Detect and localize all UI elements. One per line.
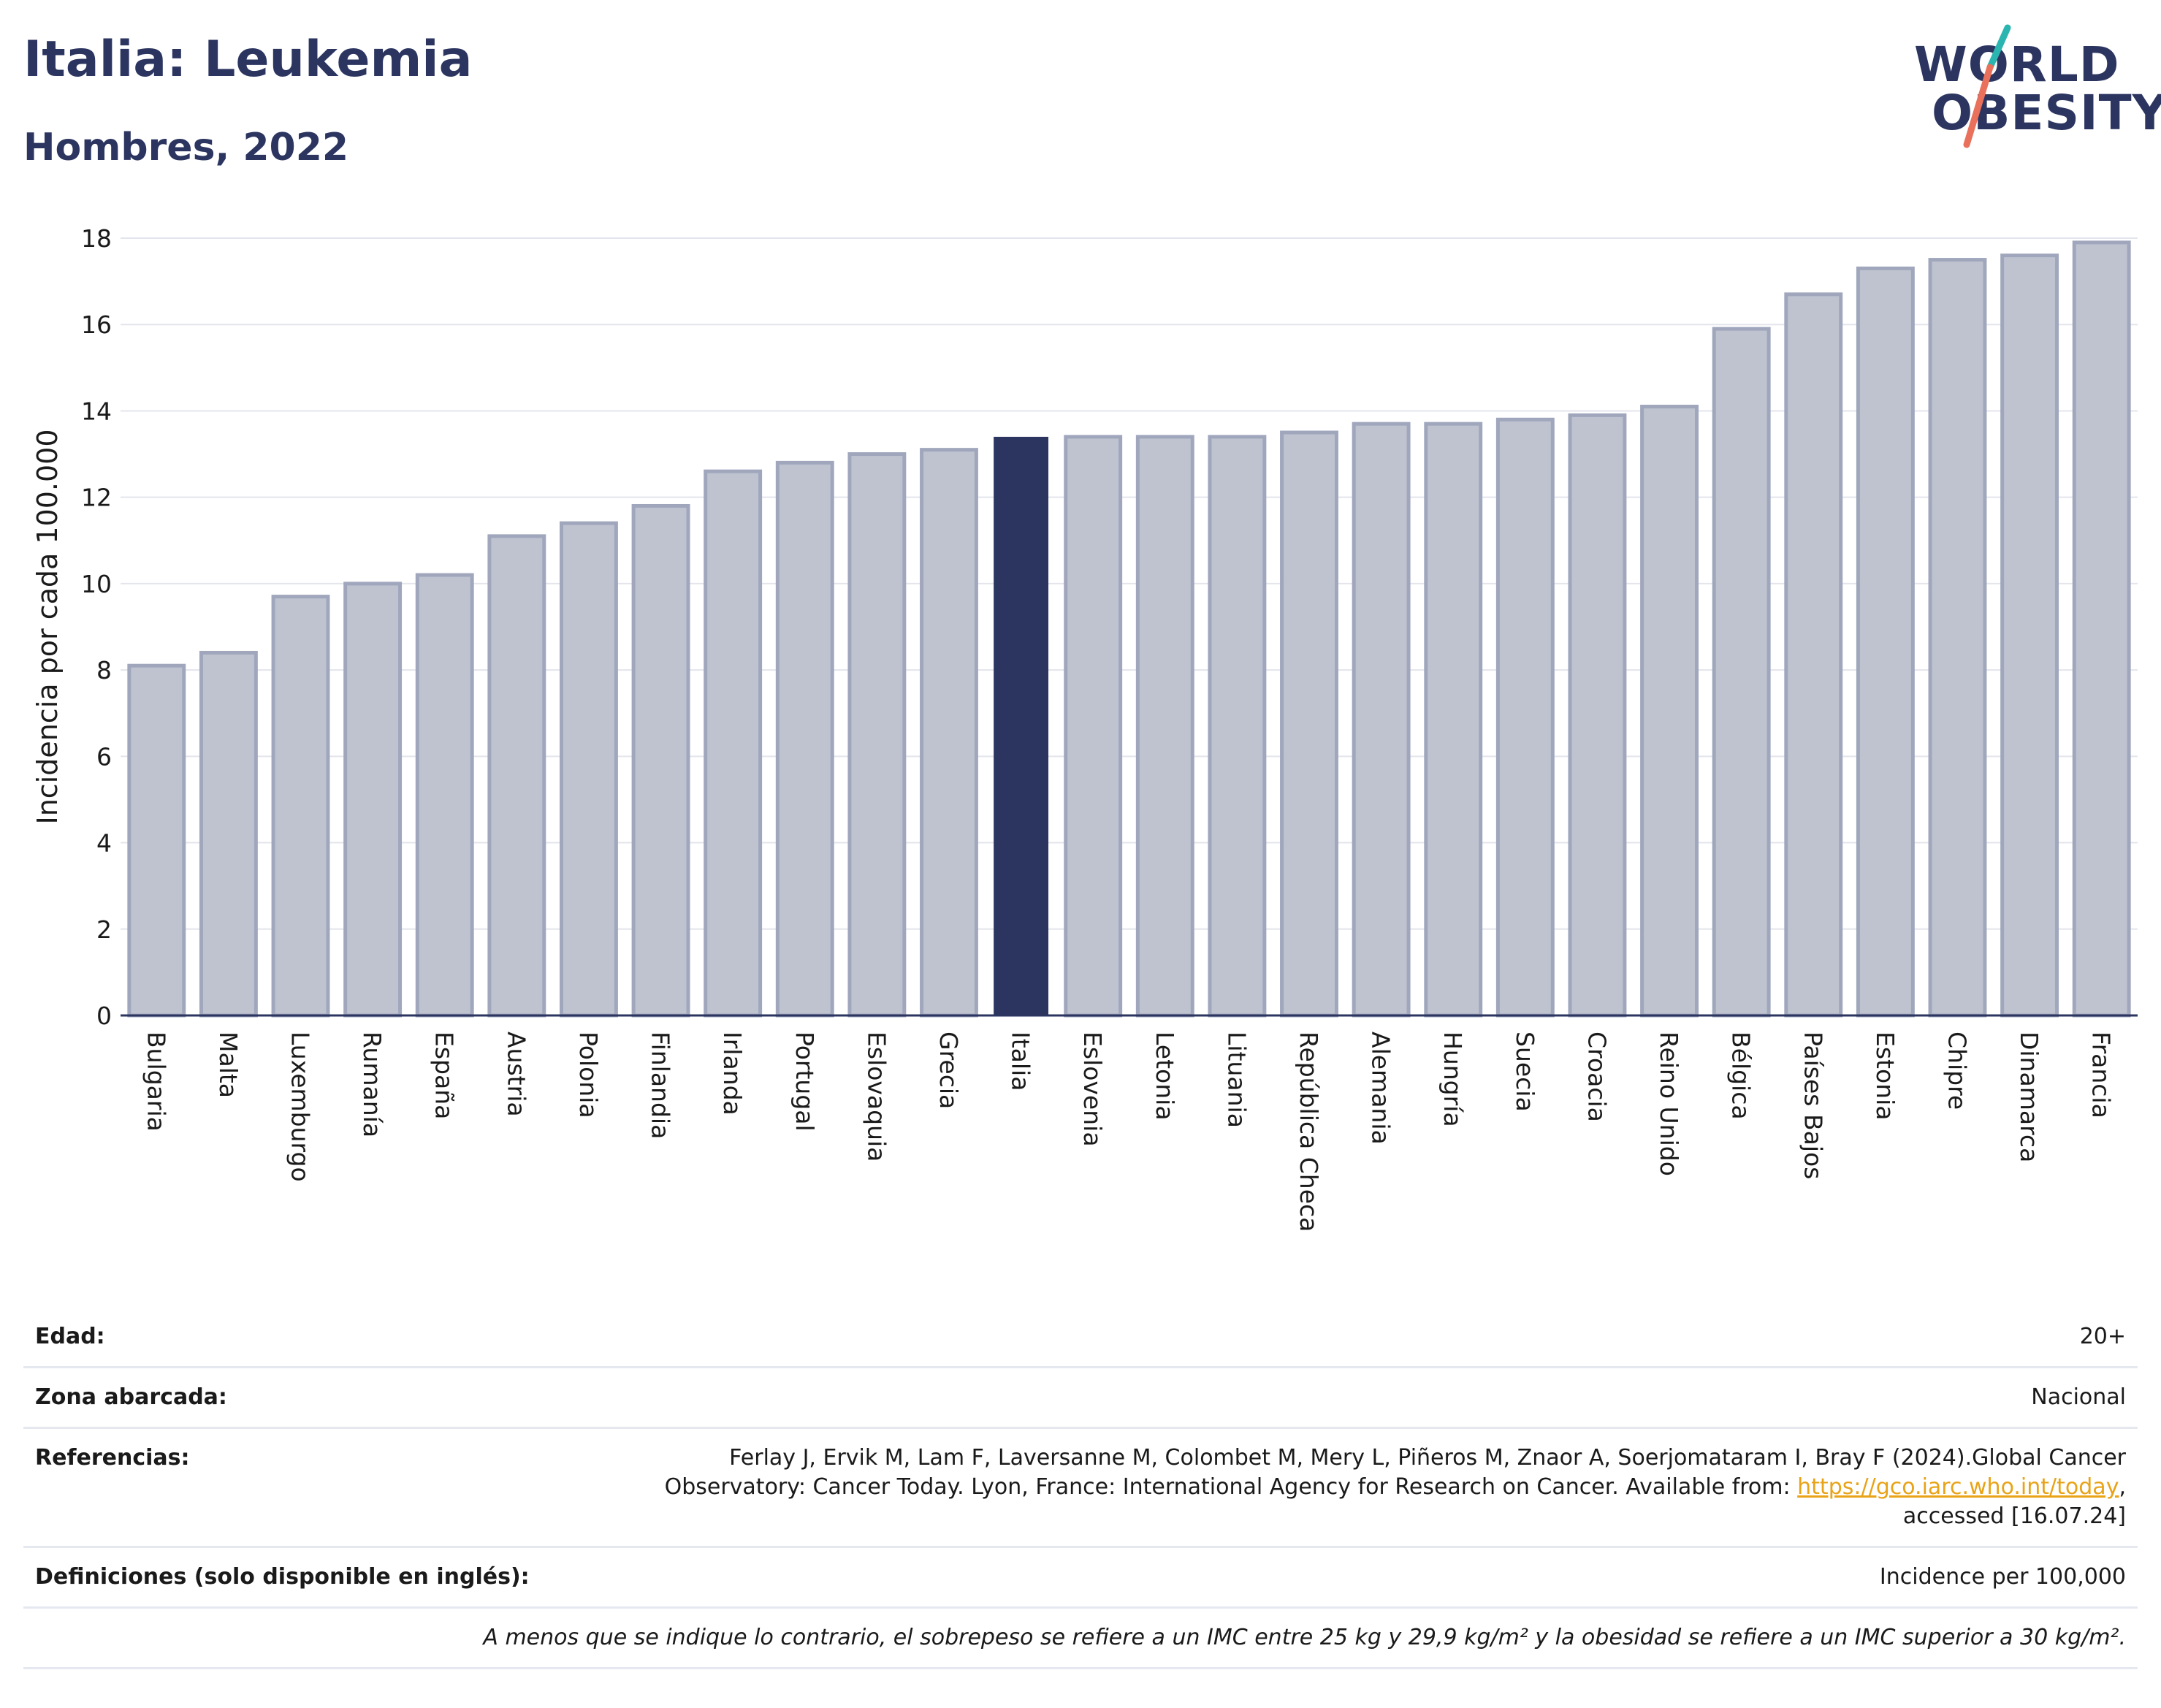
x-tick-label: Portugal xyxy=(790,1032,819,1132)
y-tick-label: 8 xyxy=(96,656,112,685)
x-tick-label: Suecia xyxy=(1511,1032,1539,1112)
x-tick-label: Polonia xyxy=(574,1032,603,1118)
x-tick-label: Grecia xyxy=(934,1032,963,1109)
bar-dinamarca xyxy=(2000,253,2059,1018)
bar-francia xyxy=(2072,240,2131,1018)
x-tick-label: Estonia xyxy=(1871,1032,1899,1120)
references-value: Ferlay J, Ervik M, Lam F, Laversanne M, … xyxy=(628,1444,2126,1531)
y-tick-label: 12 xyxy=(81,484,112,512)
bar-bélgica xyxy=(1712,327,1771,1018)
bar-portugal xyxy=(775,460,834,1018)
y-tick-label: 14 xyxy=(81,397,112,425)
chart-subtitle: Hombres, 2022 xyxy=(23,126,349,169)
info-row-definitions: Definiciones (solo disponible en inglés)… xyxy=(23,1548,2138,1609)
y-axis-ticks: 0 2 4 6 8 10 12 14 16 18 xyxy=(81,224,112,1030)
bar-chipre xyxy=(1928,258,1987,1018)
x-tick-label: Lituania xyxy=(1222,1032,1251,1128)
x-tick-label: Luxemburgo xyxy=(286,1032,315,1182)
references-accessed: , accessed [16.07.24] xyxy=(1902,1474,2126,1529)
bar-italia xyxy=(994,436,1049,1015)
x-axis-labels: Bulgaria Malta Luxemburgo Rumanía España Aust… xyxy=(142,1032,2115,1232)
footnote: A menos que se indique lo contrario, el … xyxy=(483,1625,2126,1650)
bar-letonia xyxy=(1135,435,1194,1018)
info-row-area: Zona abarcada: Nacional xyxy=(23,1368,2138,1429)
age-value: 20+ xyxy=(2079,1324,2126,1349)
bars xyxy=(127,240,2131,1018)
bar-polonia xyxy=(560,521,618,1018)
bar-españa xyxy=(415,573,474,1018)
x-tick-label: Eslovaquia xyxy=(862,1032,891,1162)
references-text: Ferlay J, Ervik M, Lam F, Laversanne M, … xyxy=(664,1445,2126,1500)
area-value: Nacional xyxy=(2031,1384,2126,1410)
bar-reino-unido xyxy=(1640,405,1699,1018)
definitions-label: Definiciones (solo disponible en inglés)… xyxy=(35,1564,530,1590)
bar-finlandia xyxy=(631,503,690,1018)
x-tick-label: Hungría xyxy=(1438,1032,1467,1127)
bar-eslovenia xyxy=(1064,435,1123,1018)
bar-austria xyxy=(487,534,546,1018)
x-tick-label: España xyxy=(430,1032,459,1119)
x-tick-label: Irlanda xyxy=(718,1032,747,1116)
chart-title: Italia: Leukemia xyxy=(23,31,473,88)
y-tick-label: 0 xyxy=(96,1002,112,1030)
age-label: Edad: xyxy=(35,1324,105,1349)
x-tick-label: Bélgica xyxy=(1727,1032,1756,1120)
bar-república-checa xyxy=(1280,430,1338,1018)
world-obesity-logo: WORLD OBESITY xyxy=(1899,22,2161,153)
y-tick-label: 10 xyxy=(81,570,112,598)
x-tick-label: Finlandia xyxy=(647,1032,675,1139)
info-table: Edad: 20+ Zona abarcada: Nacional Refere… xyxy=(23,1308,2138,1669)
x-tick-label: Eslovenia xyxy=(1078,1032,1107,1147)
bar-lituania xyxy=(1208,435,1267,1018)
x-tick-label: Italia xyxy=(1007,1032,1035,1091)
info-row-references: Referencias: Ferlay J, Ervik M, Lam F, L… xyxy=(23,1429,2138,1548)
y-tick-label: 16 xyxy=(81,310,112,339)
x-tick-label: Austria xyxy=(502,1032,530,1117)
bar-países-bajos xyxy=(1784,292,1843,1018)
bar-hungría xyxy=(1424,422,1483,1018)
x-tick-label: Rumanía xyxy=(358,1032,386,1137)
bar-croacia xyxy=(1568,413,1627,1018)
y-tick-label: 18 xyxy=(81,224,112,253)
x-tick-label: Letonia xyxy=(1151,1032,1179,1121)
bar-rumanía xyxy=(343,582,403,1018)
x-tick-label: República Checa xyxy=(1295,1032,1323,1232)
x-tick-label: Malta xyxy=(214,1032,243,1098)
area-label: Zona abarcada: xyxy=(35,1384,227,1410)
x-tick-label: Dinamarca xyxy=(2015,1032,2043,1162)
bar-suecia xyxy=(1495,417,1555,1018)
definitions-value: Incidence per 100,000 xyxy=(1879,1564,2126,1590)
logo-slash-icon xyxy=(1963,24,2011,148)
y-tick-label: 4 xyxy=(96,829,112,858)
bar-estonia xyxy=(1856,266,1915,1018)
x-tick-label: Países Bajos xyxy=(1799,1032,1827,1179)
bar-bulgaria xyxy=(127,663,186,1018)
x-tick-label: Alemania xyxy=(1367,1032,1395,1145)
bar-alemania xyxy=(1352,422,1411,1018)
x-tick-label: Francia xyxy=(2087,1032,2116,1118)
bar-chart: 0 2 4 6 8 10 12 14 16 18 Bulgaria Malta Luxemburgo R… xyxy=(31,224,2138,1232)
info-row-note: A menos que se indique lo contrario, el … xyxy=(23,1609,2138,1669)
y-tick-label: 6 xyxy=(96,742,112,771)
y-tick-label: 2 xyxy=(96,915,112,944)
x-tick-label: Reino Unido xyxy=(1655,1032,1683,1176)
bar-eslovaquia xyxy=(847,452,907,1018)
x-tick-label: Chipre xyxy=(1943,1032,1971,1110)
bar-malta xyxy=(199,650,258,1018)
x-tick-label: Bulgaria xyxy=(142,1032,170,1132)
logo-line-1: WORLD xyxy=(1914,37,2120,93)
references-link[interactable]: https://gco.iarc.who.int/today xyxy=(1797,1474,2119,1500)
info-row-age: Edad: 20+ xyxy=(23,1308,2138,1368)
references-label: Referencias: xyxy=(35,1445,190,1471)
bar-grecia xyxy=(920,448,978,1018)
x-tick-label: Croacia xyxy=(1582,1032,1611,1122)
y-axis-title: Incidencia por cada 100.000 xyxy=(31,429,64,824)
bar-luxemburgo xyxy=(271,595,330,1018)
bar-irlanda xyxy=(704,469,763,1018)
